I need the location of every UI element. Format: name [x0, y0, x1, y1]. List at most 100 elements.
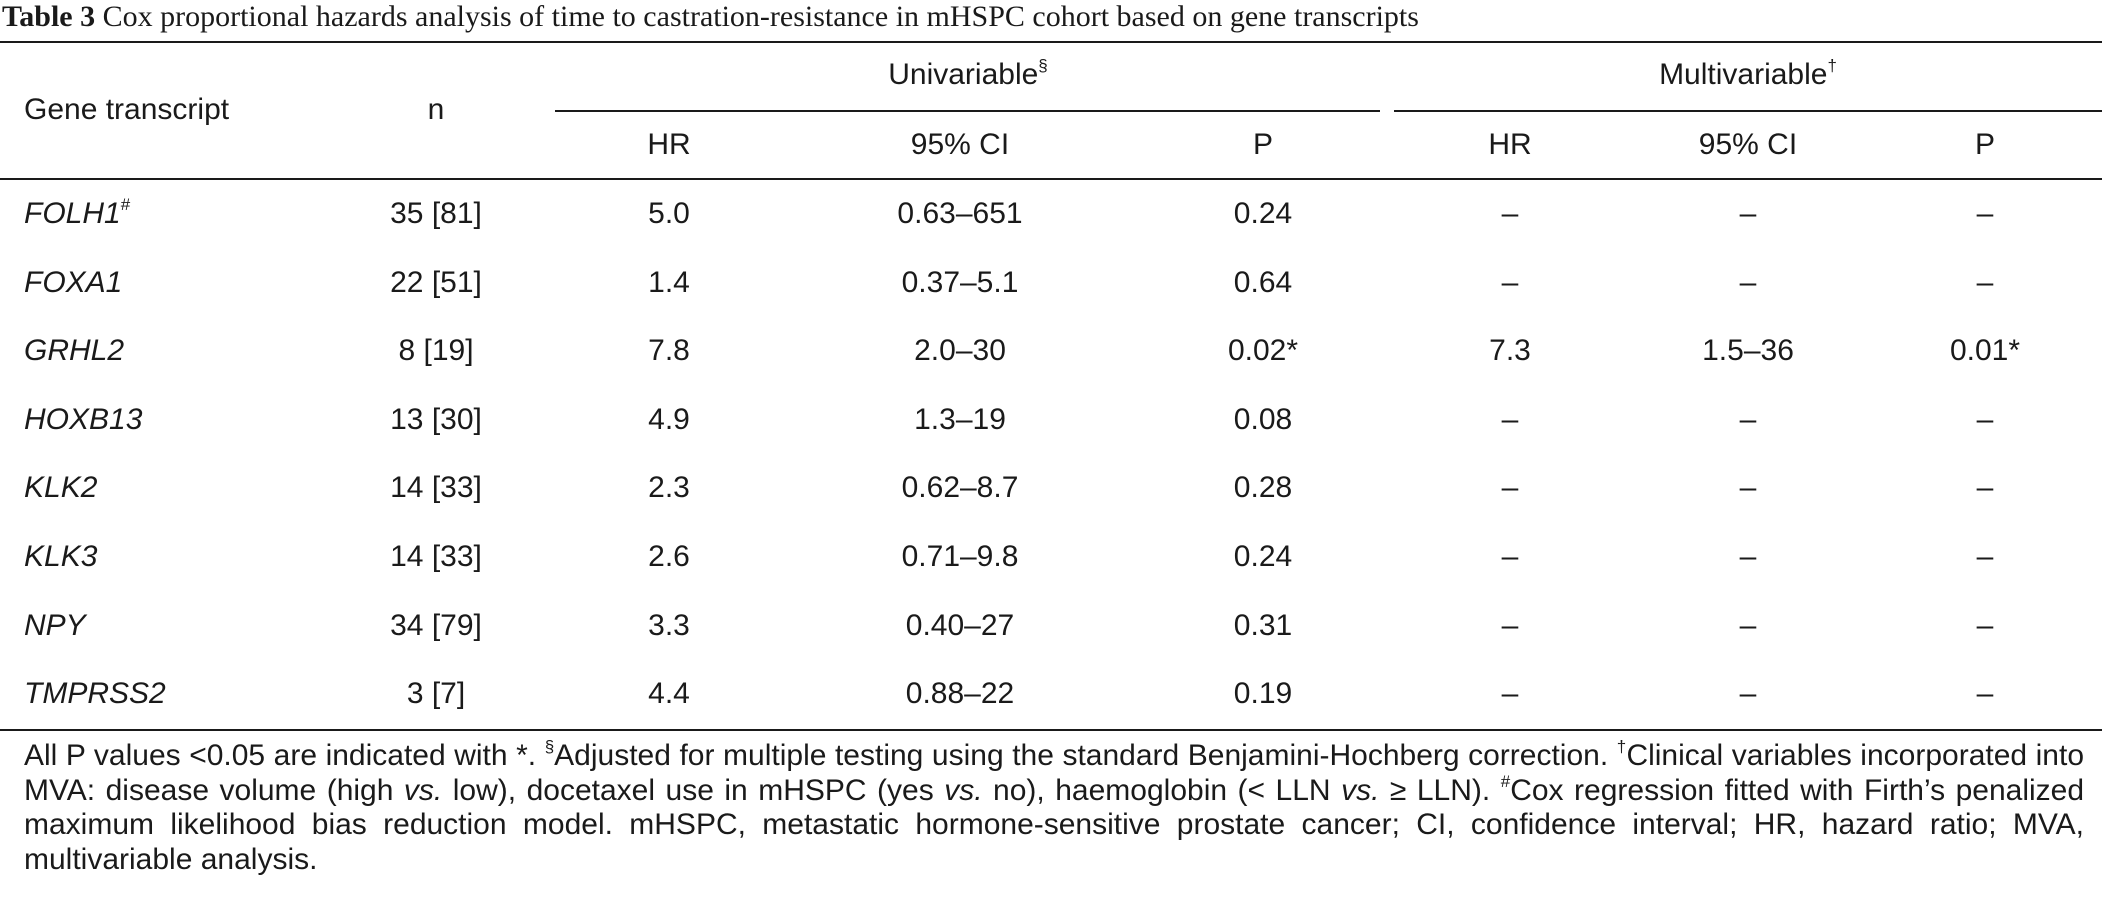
cell-n: 8 [19]	[398, 334, 474, 367]
cell-univariable-hr: 4.4	[648, 677, 690, 710]
cell-univariable-ci: 0.63–651	[897, 197, 1023, 230]
gene-name: FOXA1	[24, 266, 123, 299]
footnote-vs: vs.	[944, 773, 983, 807]
cell-multivariable-ci: –	[1739, 540, 1757, 573]
cell-multivariable-p: –	[1976, 609, 1994, 642]
cell-n: 3 [7]	[406, 677, 466, 710]
bottom-rule	[0, 729, 2102, 731]
cell-gene-transcript: HOXB13	[24, 403, 142, 437]
gene-footnote-mark: #	[120, 195, 131, 214]
header-univariable-hr: HR	[647, 128, 691, 161]
footnote-vs: vs.	[403, 773, 443, 807]
cell-multivariable-ci: –	[1739, 677, 1757, 710]
header-multivariable-hr: HR	[1488, 128, 1532, 161]
gene-name: HOXB13	[24, 403, 143, 436]
cell-gene-transcript: NPY	[24, 609, 86, 643]
cell-multivariable-p: –	[1976, 266, 1994, 299]
cell-multivariable-hr: –	[1501, 540, 1519, 573]
cell-multivariable-ci: –	[1739, 403, 1757, 436]
footnote-section-mark: §	[544, 737, 555, 756]
cell-univariable-ci: 0.88–22	[905, 677, 1015, 710]
cell-multivariable-hr: –	[1501, 266, 1519, 299]
cell-n: 13 [30]	[390, 403, 482, 436]
footnote-dagger-mark: †	[1616, 737, 1627, 756]
cell-multivariable-ci: 1.5–36	[1702, 334, 1794, 367]
cell-univariable-hr: 5.0	[648, 197, 690, 230]
cell-univariable-hr: 1.4	[648, 266, 690, 299]
cell-gene-transcript: FOXA1	[24, 266, 122, 300]
cell-univariable-p: 0.64	[1233, 266, 1293, 299]
cell-multivariable-hr: –	[1501, 471, 1519, 504]
footnote-firth-text: Cox regression fitted with Firth’s penal…	[24, 773, 2085, 876]
cell-multivariable-p: 0.01*	[1949, 334, 2021, 367]
header-multivariable-ci: 95% CI	[1698, 128, 1798, 161]
footnote-vs: vs.	[1341, 773, 1380, 807]
footnote-hash-mark: #	[1500, 771, 1511, 791]
cell-gene-transcript: KLK2	[24, 471, 97, 505]
cell-multivariable-p: –	[1976, 677, 1994, 710]
cell-gene-transcript: TMPRSS2	[24, 677, 166, 711]
cell-univariable-hr: 2.3	[648, 471, 690, 504]
footnote-lln-text: ≥ LLN).	[1379, 773, 1501, 807]
table-caption: Table 3 Cox proportional hazards analysi…	[2, 0, 1419, 34]
cell-univariable-ci: 0.62–8.7	[901, 471, 1019, 504]
cell-univariable-ci: 1.3–19	[914, 403, 1006, 436]
table-label: Table 3	[2, 0, 96, 33]
gene-name: GRHL2	[24, 334, 125, 367]
cell-gene-transcript: GRHL2	[24, 334, 124, 368]
cell-univariable-hr: 7.8	[648, 334, 690, 367]
cell-multivariable-hr: –	[1501, 677, 1519, 710]
gene-name: KLK2	[24, 471, 98, 504]
cell-n: 14 [33]	[390, 540, 482, 573]
cell-n: 22 [51]	[390, 266, 482, 299]
dagger-footnote-mark: †	[1827, 56, 1837, 75]
cell-multivariable-hr: 7.3	[1489, 334, 1531, 367]
cell-n: 35 [81]	[390, 197, 482, 230]
univariable-underline	[555, 110, 1380, 112]
cell-multivariable-ci: –	[1739, 609, 1757, 642]
cell-multivariable-hr: –	[1501, 609, 1519, 642]
cell-univariable-hr: 2.6	[648, 540, 690, 573]
cell-univariable-ci: 0.40–27	[905, 609, 1015, 642]
cell-univariable-ci: 0.37–5.1	[901, 266, 1019, 299]
table-footnote: All P values <0.05 are indicated with *.…	[24, 737, 2085, 877]
header-rule	[0, 178, 2102, 180]
cell-univariable-p: 0.24	[1233, 197, 1293, 230]
cell-univariable-ci: 0.71–9.8	[901, 540, 1019, 573]
header-gene-transcript: Gene transcript	[24, 93, 230, 126]
cell-univariable-p: 0.19	[1233, 677, 1293, 710]
cell-univariable-p: 0.28	[1233, 471, 1293, 504]
cell-multivariable-ci: –	[1739, 197, 1757, 230]
cell-univariable-p: 0.08	[1233, 403, 1293, 436]
footnote-asterisk-text: All P values <0.05 are indicated with *.	[24, 739, 545, 772]
cell-multivariable-p: –	[1976, 403, 1994, 436]
cell-multivariable-hr: –	[1501, 197, 1519, 230]
cell-univariable-p: 0.02*	[1227, 334, 1299, 367]
cell-n: 14 [33]	[390, 471, 482, 504]
footnote-haemoglobin-text: no), haemoglobin (< LLN	[982, 773, 1342, 807]
cell-n: 34 [79]	[390, 609, 482, 642]
cell-multivariable-hr: –	[1501, 403, 1519, 436]
cell-multivariable-p: –	[1976, 471, 1994, 504]
header-univariable-ci: 95% CI	[910, 128, 1010, 161]
header-n: n	[427, 93, 445, 126]
cell-multivariable-ci: –	[1739, 471, 1757, 504]
cell-multivariable-ci: –	[1739, 266, 1757, 299]
cell-univariable-p: 0.31	[1233, 609, 1293, 642]
table-title: Cox proportional hazards analysis of tim…	[102, 0, 1419, 33]
header-univariable: Univariable§	[888, 56, 1048, 92]
cell-univariable-ci: 2.0–30	[914, 334, 1006, 367]
cell-multivariable-p: –	[1976, 197, 1994, 230]
gene-name: NPY	[24, 609, 86, 642]
multivariable-underline	[1394, 110, 2102, 112]
cell-univariable-p: 0.24	[1233, 540, 1293, 573]
footnote-clinical-text: Clinical variables incorporated into MVA…	[24, 739, 2085, 807]
gene-name: KLK3	[24, 540, 98, 573]
header-multivariable: Multivariable†	[1659, 56, 1837, 92]
top-rule	[0, 41, 2102, 43]
section-footnote-mark: §	[1038, 56, 1048, 75]
header-multivariable-p: P	[1974, 128, 1996, 161]
cell-multivariable-p: –	[1976, 540, 1994, 573]
header-univariable-p: P	[1252, 128, 1274, 161]
cell-univariable-hr: 4.9	[648, 403, 690, 436]
